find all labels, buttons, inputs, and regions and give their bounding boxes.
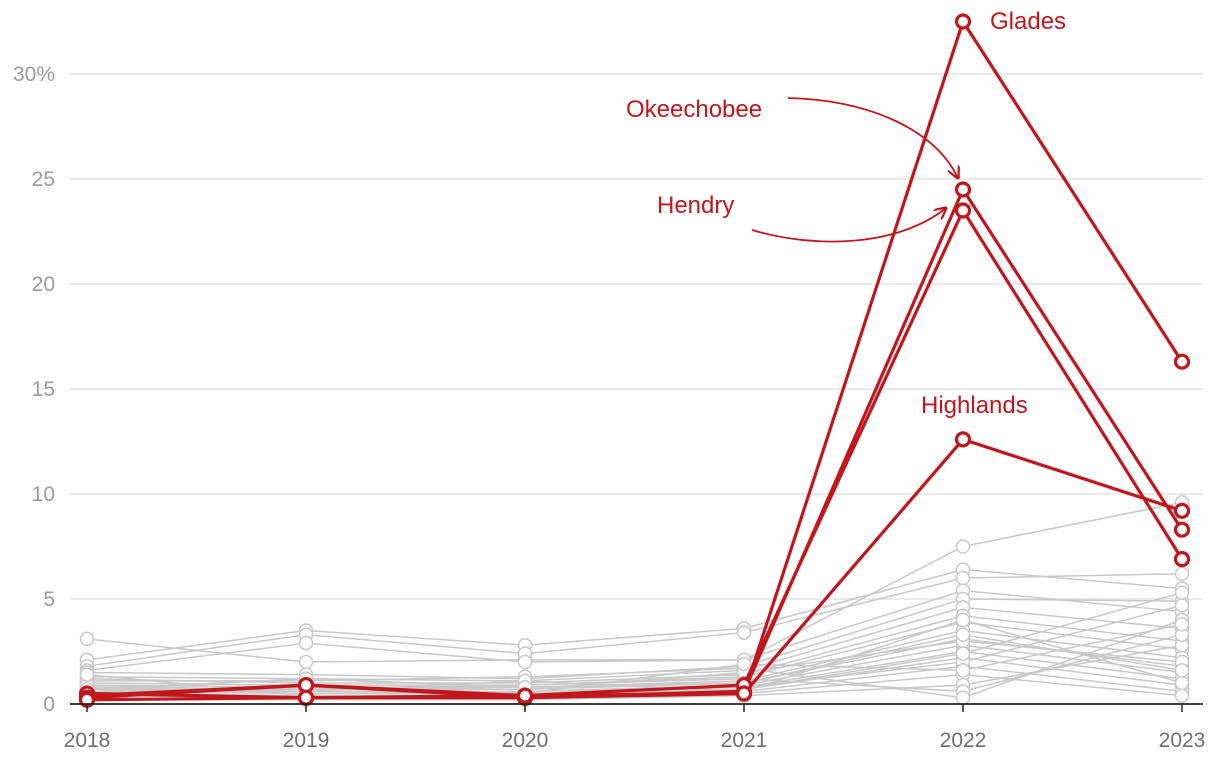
- y-tick-label: 20: [32, 273, 55, 296]
- annotations: Glades Okeechobee Hendry Highlands: [626, 8, 1066, 419]
- background-point: [79, 631, 95, 647]
- background-point: [1174, 585, 1190, 600]
- background-series-line: [86, 606, 1183, 682]
- x-tick-label: 2023: [1159, 729, 1206, 752]
- series-point-highlands: [297, 689, 315, 706]
- x-tick-label: 2018: [64, 729, 111, 752]
- background-point: [1174, 663, 1190, 678]
- x-tick-label: 2022: [940, 729, 987, 752]
- background-point: [1174, 616, 1190, 632]
- series-point-okeechobee: [954, 181, 972, 198]
- background-series-line: [86, 591, 1183, 697]
- background-point: [955, 539, 971, 554]
- series-line-highlands: [86, 437, 1183, 702]
- background-series-line: [86, 589, 1183, 672]
- series-point-highlands: [516, 687, 534, 704]
- background-point: [955, 612, 971, 628]
- background-series-line: [86, 633, 1183, 691]
- background-point: [1174, 688, 1190, 703]
- series-point-highlands: [954, 431, 972, 448]
- background-point: [955, 690, 971, 705]
- series-point-highlands: [1173, 502, 1191, 519]
- series-line-hendry: [86, 208, 1184, 700]
- background-point: [298, 635, 314, 651]
- y-tick-label: 10: [32, 483, 55, 506]
- annotation-hendry-arrow: [751, 208, 946, 243]
- background-point: [955, 646, 971, 661]
- x-tick-label: 2020: [502, 729, 549, 752]
- gridlines: 0 5 10 15 20 25 30%: [13, 63, 1203, 716]
- x-tick-label: 2019: [283, 729, 330, 752]
- background-series-line: [86, 568, 1183, 661]
- y-tick-label: 5: [43, 588, 55, 611]
- background-series-line: [86, 501, 1183, 663]
- background-series: [79, 495, 1190, 708]
- series-point-highlands: [735, 685, 753, 702]
- background-point: [79, 667, 95, 682]
- series-point-glades: [954, 13, 972, 30]
- annotation-hendry: Hendry: [657, 192, 734, 219]
- background-point: [955, 663, 971, 678]
- y-tick-label: 0: [43, 693, 55, 716]
- annotation-okeechobee: Okeechobee: [626, 96, 762, 123]
- x-axis: 2018 2019 2020 2021 2022 2023: [64, 703, 1206, 752]
- y-tick-label: 15: [32, 378, 55, 401]
- annotation-highlands: Highlands: [921, 392, 1028, 419]
- background-point: [298, 654, 314, 670]
- annotation-okeechobee-arrow: [787, 97, 958, 178]
- y-tick-label: 25: [32, 168, 55, 191]
- background-point: [517, 654, 533, 670]
- series-point-hendry: [1173, 550, 1191, 568]
- annotation-glades: Glades: [990, 8, 1066, 35]
- highlight-series: [78, 13, 1191, 708]
- background-series-line: [86, 573, 1183, 667]
- series-point-glades: [1173, 353, 1191, 370]
- background-series-line: [87, 644, 1183, 701]
- background-point: [736, 656, 752, 672]
- background-point: [1174, 598, 1190, 613]
- series-point-okeechobee: [1173, 521, 1191, 538]
- y-tick-label: 30%: [13, 63, 55, 86]
- background-point: [1174, 675, 1190, 691]
- background-point: [955, 627, 971, 642]
- background-point: [1174, 566, 1190, 582]
- series-point-hendry: [954, 202, 972, 219]
- background-series-line: [86, 619, 1183, 693]
- background-point: [955, 570, 971, 586]
- background-point: [736, 625, 752, 640]
- x-tick-label: 2021: [721, 729, 768, 752]
